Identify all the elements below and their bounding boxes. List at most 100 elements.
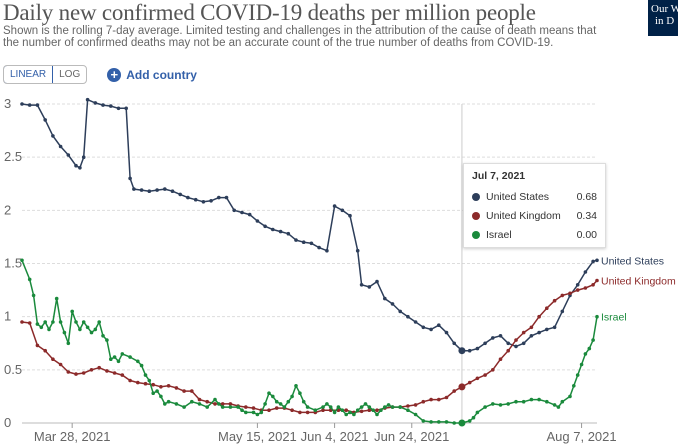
data-point bbox=[267, 391, 271, 396]
data-point bbox=[43, 118, 47, 122]
data-point bbox=[406, 314, 410, 319]
series-end-labels: United States United Kingdom Israel bbox=[601, 255, 676, 323]
data-point bbox=[58, 320, 63, 324]
x-tick-label: May 15, 2021 bbox=[218, 429, 297, 444]
data-point bbox=[498, 403, 503, 407]
data-point bbox=[147, 378, 152, 383]
tooltip-series-name: United States bbox=[486, 190, 550, 203]
tooltip-series-value: 0.68 bbox=[576, 190, 597, 203]
data-point bbox=[251, 410, 256, 415]
data-point bbox=[583, 270, 588, 274]
data-point bbox=[155, 389, 159, 393]
data-point bbox=[116, 359, 121, 364]
y-axis-ticks: 0 0.5 1 1.5 2 2.5 3 bbox=[4, 96, 22, 430]
data-point bbox=[105, 369, 109, 373]
data-point bbox=[514, 399, 518, 404]
data-point bbox=[359, 409, 364, 414]
data-point bbox=[58, 144, 63, 149]
data-point bbox=[174, 386, 179, 390]
data-point bbox=[27, 277, 32, 282]
data-point bbox=[328, 405, 333, 409]
data-point bbox=[452, 341, 457, 346]
data-point bbox=[85, 97, 90, 102]
data-point bbox=[97, 365, 101, 370]
data-point bbox=[475, 346, 480, 351]
data-point bbox=[255, 219, 260, 223]
data-point bbox=[43, 320, 47, 324]
data-point bbox=[552, 325, 557, 330]
data-point bbox=[27, 103, 32, 107]
data-point bbox=[379, 408, 383, 413]
data-point bbox=[147, 189, 152, 193]
log-scale-button[interactable]: LOG bbox=[59, 69, 81, 80]
data-point bbox=[336, 405, 341, 409]
data-point bbox=[305, 405, 310, 409]
data-point bbox=[309, 241, 314, 246]
chart-subtitle: Shown is the rolling 7-day average. Limi… bbox=[3, 25, 597, 49]
tooltip-series-value: 0.34 bbox=[576, 209, 597, 222]
series-end-label: United Kingdom bbox=[601, 276, 676, 288]
data-point bbox=[483, 373, 487, 377]
add-country-label: Add country bbox=[126, 67, 197, 82]
data-point bbox=[444, 330, 449, 335]
data-point bbox=[267, 408, 271, 413]
data-point bbox=[421, 325, 426, 330]
data-point bbox=[313, 408, 318, 413]
data-point bbox=[344, 408, 349, 413]
add-country-button[interactable]: + Add country bbox=[107, 67, 197, 82]
logo-line-1: Our W bbox=[651, 3, 678, 15]
data-point bbox=[85, 325, 90, 330]
data-point bbox=[429, 397, 433, 402]
data-point bbox=[421, 419, 426, 423]
data-point bbox=[205, 405, 209, 409]
data-point bbox=[359, 283, 364, 287]
data-point bbox=[579, 362, 584, 367]
data-point bbox=[78, 327, 82, 332]
data-point bbox=[89, 330, 94, 335]
data-point bbox=[367, 285, 372, 289]
data-point bbox=[136, 359, 140, 364]
data-point bbox=[467, 348, 472, 353]
y-tick-label: 3 bbox=[4, 96, 11, 111]
data-point bbox=[437, 420, 441, 424]
x-tick-label: Mar 28, 2021 bbox=[34, 429, 111, 444]
data-point bbox=[163, 187, 167, 191]
data-point bbox=[552, 403, 557, 407]
data-point bbox=[390, 302, 395, 306]
data-point bbox=[244, 410, 248, 415]
data-point bbox=[81, 320, 86, 324]
data-point bbox=[190, 399, 194, 404]
data-point bbox=[240, 408, 244, 413]
linear-scale-button[interactable]: LINEAR bbox=[4, 66, 54, 83]
data-point bbox=[74, 320, 78, 324]
data-point bbox=[278, 229, 283, 234]
data-point bbox=[545, 306, 549, 311]
series-end-label: United States bbox=[601, 255, 664, 267]
data-point bbox=[340, 208, 345, 213]
data-point bbox=[359, 405, 364, 409]
data-point bbox=[529, 334, 534, 338]
data-point bbox=[406, 408, 410, 413]
scale-toggle: LINEAR LOG bbox=[3, 65, 88, 84]
data-point bbox=[58, 362, 63, 367]
data-point bbox=[128, 378, 132, 383]
data-point bbox=[591, 259, 595, 264]
owid-logo[interactable]: Our W in D bbox=[648, 0, 678, 36]
data-point bbox=[332, 410, 337, 415]
data-point bbox=[197, 397, 202, 402]
data-point bbox=[556, 405, 561, 409]
data-point bbox=[278, 402, 283, 406]
data-point bbox=[325, 248, 329, 253]
data-point bbox=[371, 408, 376, 413]
data-point bbox=[274, 399, 279, 404]
logo-line-2: in D bbox=[655, 15, 675, 27]
data-point bbox=[35, 343, 40, 348]
data-point bbox=[220, 402, 225, 406]
data-point bbox=[116, 106, 121, 111]
data-point bbox=[375, 408, 379, 413]
x-axis-ticks: Mar 28, 2021 May 15, 2021 Jun 4, 2021 Jun 2… bbox=[34, 423, 617, 444]
data-point bbox=[263, 224, 267, 229]
data-point bbox=[39, 325, 44, 330]
data-point bbox=[491, 402, 495, 406]
data-point bbox=[217, 195, 221, 200]
